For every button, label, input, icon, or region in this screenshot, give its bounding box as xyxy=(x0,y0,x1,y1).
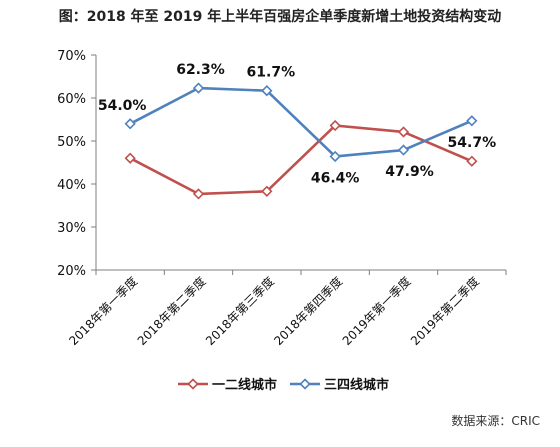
y-tick-label: 70% xyxy=(57,49,86,64)
series-line xyxy=(129,86,473,158)
data-point-marker xyxy=(124,152,136,164)
data-label: 54.0% xyxy=(98,98,147,114)
legend: 一二线城市 三四线城市 xyxy=(178,377,389,393)
data-label: 54.7% xyxy=(448,135,497,151)
data-label: 46.4% xyxy=(311,170,360,186)
x-tick-label: 2018年第二季度 xyxy=(134,274,209,349)
y-tick-label: 60% xyxy=(57,92,86,107)
y-tick-label: 30% xyxy=(57,221,86,236)
legend-label: 一二线城市 xyxy=(212,377,277,393)
data-label: 62.3% xyxy=(176,62,225,78)
x-tick-label: 2019年第一季度 xyxy=(339,274,414,349)
data-point-marker xyxy=(192,82,205,94)
data-label: 47.9% xyxy=(385,164,434,180)
data-source-note: 数据来源：CRIC xyxy=(451,414,540,428)
y-tick-label: 40% xyxy=(57,178,86,193)
data-point-marker xyxy=(397,144,410,156)
x-tick-label: 2018年第一季度 xyxy=(66,274,141,349)
y-tick-labels: 20% 30% 40% 50% 60% 70% xyxy=(57,49,86,279)
chart-axes xyxy=(91,54,507,275)
x-tick-labels: 2018年第一季度2018年第二季度2018年第三季度2018年第四季度2019… xyxy=(66,274,482,349)
data-point-marker xyxy=(466,115,478,127)
data-point-marker xyxy=(466,155,478,167)
x-tick-label: 2019年第二季度 xyxy=(407,274,482,349)
y-tick-label: 20% xyxy=(57,264,86,279)
chart-title: 图：2018 年至 2019 年上半年百强房企单季度新增土地投资结构变动 xyxy=(58,9,502,25)
data-labels: 54.0% 62.3% 61.7% 46.4% 47.9% 54.7% xyxy=(98,62,496,186)
y-tick-label: 50% xyxy=(57,135,86,150)
data-point-marker xyxy=(261,85,273,97)
series-lines xyxy=(124,82,478,200)
data-point-marker xyxy=(124,118,136,130)
legend-marker xyxy=(299,378,311,390)
x-tick-label: 2018年第三季度 xyxy=(202,274,277,349)
data-point-marker xyxy=(192,188,205,200)
data-label: 61.7% xyxy=(247,65,296,81)
data-point-marker xyxy=(329,150,341,163)
data-point-marker xyxy=(397,126,410,138)
data-point-marker xyxy=(261,185,273,197)
series-line xyxy=(129,124,473,196)
x-tick-label: 2018年第四季度 xyxy=(271,274,346,349)
legend-marker xyxy=(187,378,199,390)
legend-label: 三四线城市 xyxy=(324,377,389,393)
data-point-marker xyxy=(329,119,341,132)
